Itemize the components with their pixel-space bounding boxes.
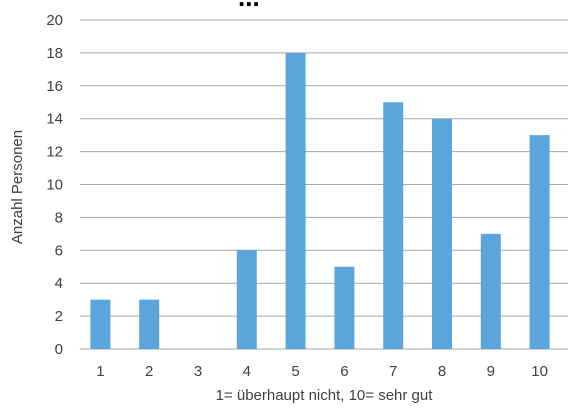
bar — [139, 299, 160, 349]
y-tick-label: 8 — [55, 209, 63, 226]
y-tick-label: 2 — [55, 308, 63, 325]
x-axis-tick-labels: 1 2 3 4 5 6 7 8 9 10 — [96, 363, 548, 380]
x-tick-label: 8 — [438, 363, 446, 380]
y-tick-label: 4 — [55, 275, 63, 292]
bar — [236, 250, 257, 349]
bar — [90, 299, 111, 349]
y-tick-label: 0 — [55, 341, 63, 358]
bar — [334, 266, 355, 349]
x-axis-title: 1= überhaupt nicht, 10= sehr gut — [216, 387, 434, 404]
bar — [285, 52, 306, 350]
x-tick-label: 2 — [145, 363, 153, 380]
bar — [432, 118, 452, 349]
y-axis-title: Anzahl Personen — [9, 130, 26, 244]
bar — [480, 233, 501, 349]
chart-title-text: ... — [238, 0, 260, 12]
x-tick-label: 10 — [531, 363, 548, 380]
bar — [529, 135, 550, 349]
x-tick-label: 9 — [487, 363, 495, 380]
x-tick-label: 4 — [243, 363, 251, 380]
y-tick-label: 14 — [46, 111, 63, 128]
x-tick-label: 1 — [96, 363, 104, 380]
y-tick-label: 18 — [46, 45, 63, 62]
y-tick-label: 16 — [46, 78, 63, 95]
y-tick-label: 20 — [46, 12, 63, 29]
bar — [383, 102, 404, 349]
y-tick-label: 12 — [46, 144, 63, 161]
y-tick-label: 6 — [55, 242, 63, 259]
y-tick-label: 10 — [46, 177, 63, 194]
y-axis-tick-labels: 0 2 4 6 8 10 12 14 16 18 20 — [46, 12, 63, 358]
x-tick-label: 3 — [194, 363, 202, 380]
bars — [90, 52, 550, 350]
x-tick-label: 6 — [340, 363, 348, 380]
x-tick-label: 5 — [291, 363, 299, 380]
x-tick-label: 7 — [389, 363, 397, 380]
chart-title-clipped: ... — [238, 0, 260, 12]
gridlines — [80, 19, 568, 350]
